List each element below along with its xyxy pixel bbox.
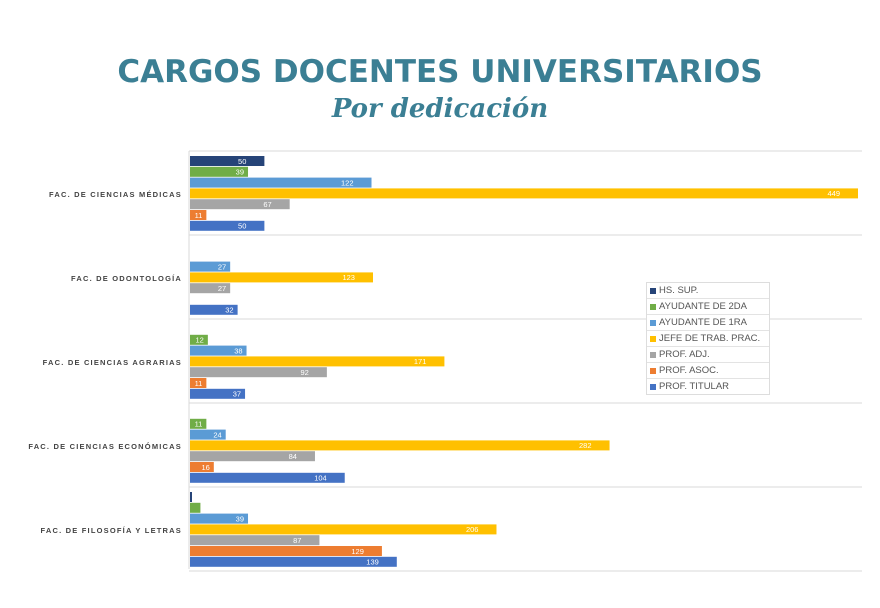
data-label: 50 bbox=[238, 157, 246, 166]
data-label: 67 bbox=[263, 200, 271, 209]
legend-item: JEFE DE TRAB. PRAC. bbox=[647, 331, 769, 347]
data-label: 122 bbox=[341, 178, 354, 187]
bar bbox=[190, 524, 497, 535]
bar bbox=[190, 513, 249, 524]
category-label: FAC. DE CIENCIAS MÉDICAS bbox=[49, 190, 182, 199]
legend-label: AYUDANTE DE 2DA bbox=[659, 301, 747, 312]
category-label: FAC. DE ODONTOLOGÍA bbox=[71, 274, 182, 283]
legend-label: PROF. TITULAR bbox=[659, 381, 730, 392]
legend-item: AYUDANTE DE 1RA bbox=[647, 315, 769, 331]
bar bbox=[190, 367, 327, 378]
bar bbox=[190, 462, 214, 472]
bar bbox=[190, 502, 201, 513]
data-label: 139 bbox=[366, 558, 379, 567]
bar bbox=[190, 210, 207, 220]
bar bbox=[190, 440, 610, 451]
legend-label: HS. SUP. bbox=[659, 285, 699, 296]
data-label: 37 bbox=[233, 390, 241, 399]
data-label: 123 bbox=[342, 273, 355, 282]
legend-item: HS. SUP. bbox=[647, 283, 769, 299]
legend-item: PROF. TITULAR bbox=[647, 379, 769, 394]
bar bbox=[190, 304, 238, 315]
legend-swatch bbox=[650, 303, 656, 310]
data-label: 16 bbox=[201, 463, 209, 472]
legend-swatch bbox=[650, 351, 656, 358]
data-label: 11 bbox=[195, 420, 203, 429]
bar bbox=[190, 388, 246, 399]
bar bbox=[190, 188, 858, 199]
bar bbox=[190, 156, 265, 166]
bar bbox=[190, 418, 207, 429]
data-label: 11 bbox=[195, 211, 203, 220]
legend: HS. SUP. AYUDANTE DE 2DA AYUDANTE DE 1RA JE… bbox=[646, 282, 770, 395]
data-label: 38 bbox=[234, 346, 242, 355]
legend-label: PROF. ADJ. bbox=[659, 349, 710, 360]
bar bbox=[190, 166, 249, 177]
data-label: 206 bbox=[466, 525, 479, 534]
bar bbox=[190, 334, 208, 345]
data-label: 27 bbox=[218, 284, 226, 293]
bar bbox=[190, 535, 320, 546]
data-label: 12 bbox=[196, 336, 204, 345]
data-label: 27 bbox=[218, 262, 226, 271]
data-label: 11 bbox=[195, 379, 203, 388]
data-label: 39 bbox=[236, 514, 244, 523]
data-label: 282 bbox=[579, 441, 592, 450]
bar bbox=[190, 199, 290, 210]
bar bbox=[190, 283, 231, 294]
bar bbox=[190, 556, 397, 567]
data-label: 84 bbox=[289, 452, 297, 461]
data-label: 24 bbox=[213, 430, 221, 439]
data-label: 32 bbox=[225, 306, 233, 315]
bar bbox=[190, 177, 372, 188]
category-label: FAC. DE CIENCIAS ECONÓMICAS bbox=[28, 442, 182, 451]
chart-subtitle: Por dedicación bbox=[331, 94, 549, 124]
bar bbox=[190, 492, 192, 502]
bar bbox=[190, 451, 315, 462]
data-label: 129 bbox=[351, 547, 364, 556]
bar bbox=[190, 429, 226, 440]
data-label: 92 bbox=[301, 368, 309, 377]
data-label: 87 bbox=[293, 536, 301, 545]
legend-swatch bbox=[650, 335, 656, 342]
legend-swatch bbox=[650, 287, 656, 294]
chart-title: CARGOS DOCENTES UNIVERSITARIOS bbox=[117, 54, 763, 90]
legend-item: PROF. ADJ. bbox=[647, 347, 769, 363]
legend-swatch bbox=[650, 319, 656, 326]
bar bbox=[190, 261, 231, 272]
legend-item: PROF. ASOC. bbox=[647, 363, 769, 379]
data-label: 449 bbox=[827, 189, 840, 198]
legend-item: AYUDANTE DE 2DA bbox=[647, 299, 769, 315]
data-label: 39 bbox=[236, 168, 244, 177]
legend-swatch bbox=[650, 367, 656, 374]
bar bbox=[190, 378, 207, 388]
bar bbox=[190, 472, 345, 483]
bar bbox=[190, 220, 265, 231]
legend-swatch bbox=[650, 383, 656, 390]
data-label: 50 bbox=[238, 222, 246, 231]
data-label: 104 bbox=[314, 474, 327, 483]
category-label: FAC. DE CIENCIAS AGRARIAS bbox=[43, 358, 182, 367]
data-label: 171 bbox=[414, 357, 427, 366]
legend-label: AYUDANTE DE 1RA bbox=[659, 317, 747, 328]
bar bbox=[190, 272, 373, 283]
legend-label: PROF. ASOC. bbox=[659, 365, 719, 376]
bar bbox=[190, 345, 247, 356]
bar bbox=[190, 546, 382, 556]
legend-label: JEFE DE TRAB. PRAC. bbox=[659, 333, 761, 344]
bar bbox=[190, 356, 445, 367]
category-label: FAC. DE FILOSOFÍA Y LETRAS bbox=[41, 526, 183, 535]
